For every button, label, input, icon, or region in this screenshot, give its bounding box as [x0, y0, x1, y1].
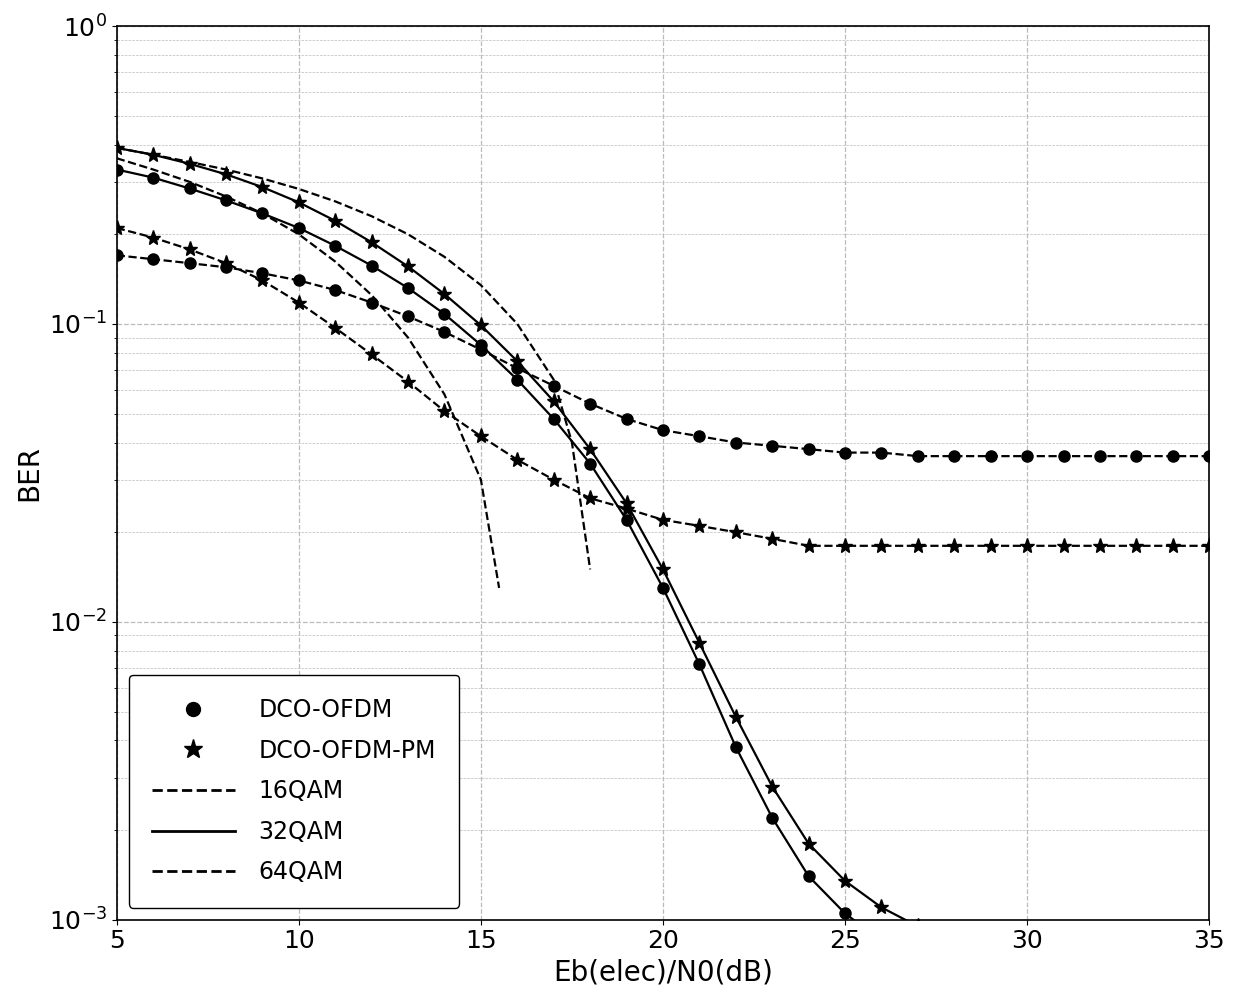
X-axis label: Eb(elec)/N0(dB): Eb(elec)/N0(dB): [553, 959, 773, 987]
Legend: DCO-OFDM, DCO-OFDM-PM, 16QAM, 32QAM, 64QAM: DCO-OFDM, DCO-OFDM-PM, 16QAM, 32QAM, 64Q…: [129, 674, 459, 908]
Y-axis label: BER: BER: [15, 445, 43, 501]
